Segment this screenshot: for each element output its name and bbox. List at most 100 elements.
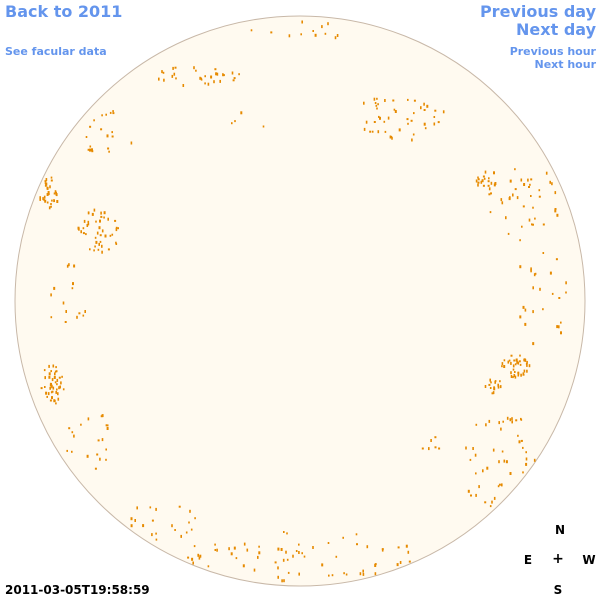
facula-dot xyxy=(51,396,53,400)
facula-dot xyxy=(56,383,58,386)
previous-hour-link[interactable]: Previous hour xyxy=(509,45,596,58)
facula-dot xyxy=(516,196,519,200)
facula-dot xyxy=(55,191,57,194)
facula-dot xyxy=(362,569,364,573)
facula-dot xyxy=(512,364,515,368)
facula-dot xyxy=(327,542,330,544)
facula-dot xyxy=(107,217,109,221)
facula-dot xyxy=(50,293,52,297)
facula-dot xyxy=(522,205,525,208)
facula-dot xyxy=(198,556,201,560)
facula-dot xyxy=(489,505,492,508)
facula-dot xyxy=(499,385,502,389)
facula-dot xyxy=(515,419,518,422)
facula-dot xyxy=(356,543,358,546)
facula-dot xyxy=(117,227,119,230)
facula-dot xyxy=(57,392,59,396)
facula-dot xyxy=(510,371,512,375)
facula-dot xyxy=(524,358,526,361)
facula-dot xyxy=(298,572,300,576)
facula-dot xyxy=(44,376,46,380)
facula-dot xyxy=(54,370,57,373)
facula-dot xyxy=(407,98,409,101)
facula-dot xyxy=(94,467,97,470)
facula-dot xyxy=(282,558,285,562)
facula-dot xyxy=(342,536,344,539)
facula-dot xyxy=(487,184,490,187)
facula-dot xyxy=(510,361,512,365)
facula-dot xyxy=(107,248,110,251)
next-day-link[interactable]: Next day xyxy=(516,20,596,39)
facula-dot xyxy=(51,384,53,388)
facula-dot xyxy=(94,236,97,239)
facula-dot xyxy=(87,417,90,421)
facula-dot xyxy=(111,233,114,236)
see-facular-data-link[interactable]: See facular data xyxy=(5,45,107,58)
facula-dot xyxy=(519,354,521,357)
facula-dot xyxy=(517,371,519,374)
facula-dot xyxy=(285,550,287,554)
facula-dot xyxy=(554,208,557,210)
facula-dot xyxy=(490,381,492,384)
facula-dot xyxy=(514,168,516,171)
facula-dot xyxy=(46,193,49,196)
facula-dot xyxy=(554,209,557,213)
facula-dot xyxy=(534,272,537,275)
facula-dot xyxy=(519,315,522,319)
facula-dot xyxy=(434,109,437,112)
facula-dot xyxy=(73,434,75,438)
facula-dot xyxy=(180,534,182,538)
back-to-year-link[interactable]: Back to 2011 xyxy=(5,2,123,21)
facula-dot xyxy=(54,381,57,384)
facula-dot xyxy=(379,116,381,120)
facula-dot xyxy=(555,258,558,261)
facula-dot xyxy=(507,360,510,364)
facula-dot xyxy=(262,125,265,128)
facula-dot xyxy=(230,552,233,556)
facula-dot xyxy=(130,524,133,528)
facula-dot xyxy=(97,248,100,251)
facula-dot xyxy=(484,501,487,504)
facula-dot xyxy=(277,575,279,579)
facula-dot xyxy=(283,579,285,583)
facula-dot xyxy=(397,546,400,549)
facula-dot xyxy=(484,170,487,174)
facula-dot xyxy=(475,472,477,475)
facula-dot xyxy=(71,450,73,453)
facula-dot xyxy=(287,571,290,574)
facula-dot xyxy=(500,427,502,431)
facula-dot xyxy=(50,383,52,386)
facula-dot xyxy=(522,373,525,376)
facula-dot xyxy=(163,78,165,82)
facula-dot xyxy=(488,419,491,423)
facula-dot xyxy=(327,22,329,26)
facula-dot xyxy=(46,395,48,398)
facula-dot xyxy=(312,546,314,549)
facula-dot xyxy=(482,469,484,473)
facula-dot xyxy=(389,135,392,139)
next-hour-link[interactable]: Next hour xyxy=(534,58,597,71)
facula-dot xyxy=(270,31,273,34)
facula-dot xyxy=(336,34,339,37)
facula-dot xyxy=(513,374,516,377)
facula-dot xyxy=(499,380,501,383)
previous-day-link[interactable]: Previous day xyxy=(479,2,596,21)
facula-dot xyxy=(58,386,60,390)
facula-dot xyxy=(108,150,110,153)
facula-dot xyxy=(149,506,152,509)
facula-dot xyxy=(391,136,393,140)
facula-dot xyxy=(519,363,522,366)
facula-dot xyxy=(554,191,557,195)
facula-dot xyxy=(295,550,298,552)
facula-dot xyxy=(420,106,422,110)
compass-north-label: N xyxy=(554,523,566,537)
facula-dot xyxy=(505,460,508,464)
facula-dot xyxy=(516,360,518,364)
facula-dot xyxy=(321,25,323,29)
facula-dot xyxy=(49,399,52,402)
facula-dot xyxy=(45,178,48,181)
facula-dot xyxy=(174,66,177,69)
facula-dot xyxy=(532,342,535,346)
facula-dot xyxy=(80,423,82,426)
facula-dot xyxy=(533,273,536,277)
